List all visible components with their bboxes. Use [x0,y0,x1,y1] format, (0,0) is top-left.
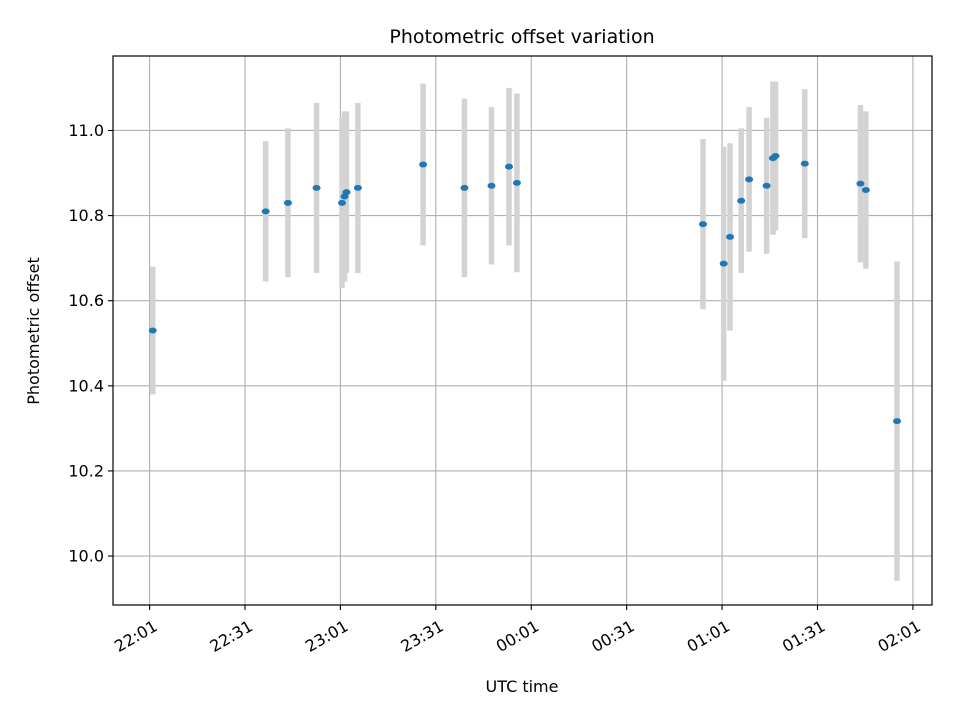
y-tick-label: 11.0 [68,121,104,140]
data-point [148,327,157,334]
data-point [800,160,809,167]
data-point [353,184,362,191]
grid [113,56,932,605]
y-axis-label: Photometric offset [24,257,43,405]
data-points [148,153,902,425]
data-point [893,418,902,425]
y-axis-ticks: 10.0 10.2 10.4 10.6 10.8 11.0 [68,121,113,566]
data-point [487,182,496,189]
y-tick-label: 10.4 [68,376,104,395]
data-point [338,199,347,206]
data-point [342,189,351,196]
y-tick-label: 10.0 [68,547,104,566]
plot-area-frame [112,55,933,606]
data-point [460,184,469,191]
data-point [261,208,270,215]
data-point [856,180,865,187]
y-tick-label: 10.6 [68,291,104,310]
data-point [771,153,780,160]
y-tick-label: 10.8 [68,206,104,225]
data-point [283,199,292,206]
x-axis-label: UTC time [486,677,559,696]
data-point [745,176,754,183]
data-point [504,163,513,170]
data-point [726,233,735,240]
y-tick-label: 10.2 [68,461,104,480]
data-point [312,184,321,191]
data-point [512,179,521,186]
data-point [861,187,870,194]
data-point [762,182,771,189]
data-point [719,260,728,267]
chart-title: Photometric offset variation [389,26,654,48]
data-point [737,197,746,204]
data-point [419,161,428,168]
data-point [698,221,707,228]
